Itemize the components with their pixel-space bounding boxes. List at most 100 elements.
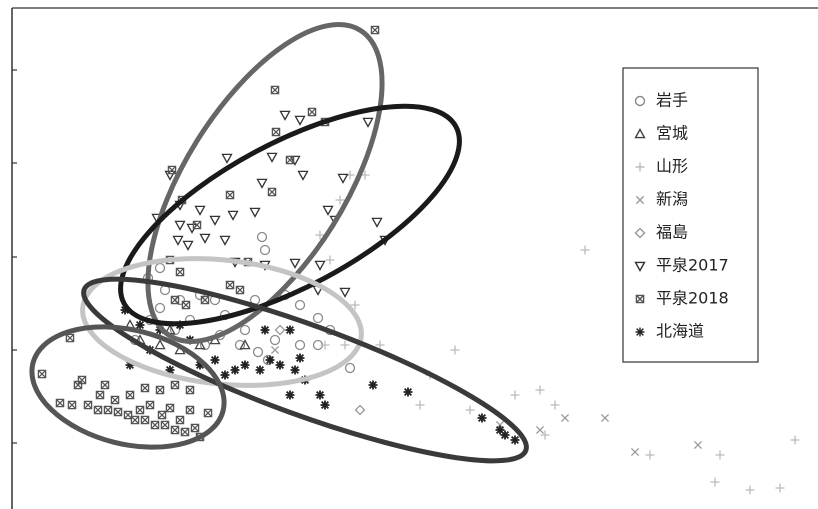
point bbox=[370, 25, 380, 35]
point bbox=[120, 305, 130, 315]
point bbox=[165, 365, 175, 375]
legend-label: 平泉2018 bbox=[656, 289, 729, 308]
point bbox=[239, 324, 251, 336]
point bbox=[234, 339, 246, 351]
point bbox=[295, 353, 305, 363]
point bbox=[270, 85, 280, 95]
legend-label: 平泉2017 bbox=[656, 256, 729, 275]
point bbox=[550, 400, 560, 410]
point bbox=[294, 115, 306, 126]
legend-box bbox=[622, 67, 759, 363]
point bbox=[220, 370, 230, 380]
point bbox=[185, 385, 195, 395]
point bbox=[510, 390, 520, 400]
point bbox=[285, 155, 295, 165]
point bbox=[540, 430, 550, 440]
point bbox=[170, 295, 180, 305]
point bbox=[715, 450, 725, 460]
point bbox=[95, 390, 105, 400]
legend-label: 新潟 bbox=[656, 190, 688, 209]
point bbox=[315, 230, 325, 240]
point bbox=[249, 207, 261, 218]
point bbox=[65, 333, 75, 343]
point bbox=[199, 233, 211, 244]
point bbox=[274, 324, 286, 336]
point bbox=[495, 425, 505, 435]
point bbox=[307, 107, 317, 117]
point bbox=[170, 425, 180, 435]
point bbox=[354, 404, 366, 416]
point bbox=[225, 280, 235, 290]
point bbox=[181, 300, 191, 310]
point bbox=[170, 380, 180, 390]
point bbox=[289, 155, 301, 166]
point bbox=[630, 447, 640, 457]
point bbox=[269, 334, 281, 346]
point bbox=[194, 339, 206, 350]
point bbox=[465, 405, 475, 415]
ellipses bbox=[29, 22, 529, 464]
point bbox=[150, 420, 160, 430]
legend-marker bbox=[635, 294, 645, 304]
point bbox=[325, 255, 335, 265]
point bbox=[135, 320, 145, 330]
legend-marker bbox=[634, 261, 646, 272]
ellipse bbox=[81, 276, 529, 464]
point bbox=[167, 165, 177, 175]
point bbox=[279, 110, 291, 121]
point bbox=[160, 420, 170, 430]
point bbox=[240, 360, 250, 370]
point bbox=[227, 210, 239, 221]
point bbox=[157, 410, 167, 420]
point bbox=[337, 173, 349, 184]
point bbox=[315, 390, 325, 400]
point bbox=[580, 245, 590, 255]
point bbox=[645, 450, 655, 460]
point bbox=[510, 435, 520, 445]
point bbox=[324, 324, 336, 336]
point bbox=[375, 340, 385, 350]
point bbox=[271, 127, 281, 137]
point bbox=[344, 362, 356, 374]
point bbox=[266, 152, 278, 163]
point bbox=[371, 217, 383, 228]
point bbox=[239, 339, 251, 350]
point bbox=[192, 220, 202, 230]
point bbox=[790, 435, 800, 445]
point bbox=[182, 240, 194, 251]
legend-label: 岩手 bbox=[656, 91, 688, 110]
point bbox=[175, 267, 185, 277]
point bbox=[145, 400, 155, 410]
point bbox=[125, 360, 135, 370]
point bbox=[180, 427, 190, 437]
point bbox=[294, 299, 306, 311]
point bbox=[256, 231, 268, 243]
point bbox=[110, 395, 120, 405]
point bbox=[312, 312, 324, 324]
point bbox=[83, 400, 93, 410]
point bbox=[73, 380, 83, 390]
point bbox=[159, 284, 171, 296]
legend-label: 北海道 bbox=[656, 322, 704, 341]
point bbox=[275, 360, 285, 370]
point bbox=[252, 346, 264, 358]
point bbox=[140, 383, 150, 393]
point bbox=[175, 415, 185, 425]
ellipse bbox=[145, 22, 385, 344]
point bbox=[267, 187, 277, 197]
ellipse bbox=[118, 103, 462, 327]
point bbox=[259, 244, 271, 256]
point bbox=[535, 385, 545, 395]
point bbox=[185, 405, 195, 415]
point bbox=[37, 369, 47, 379]
point bbox=[235, 285, 245, 295]
point bbox=[230, 365, 240, 375]
point bbox=[285, 325, 295, 335]
point bbox=[535, 425, 545, 435]
point bbox=[600, 413, 610, 423]
point bbox=[285, 390, 295, 400]
point bbox=[174, 220, 186, 231]
point bbox=[362, 117, 374, 128]
point bbox=[322, 205, 334, 216]
